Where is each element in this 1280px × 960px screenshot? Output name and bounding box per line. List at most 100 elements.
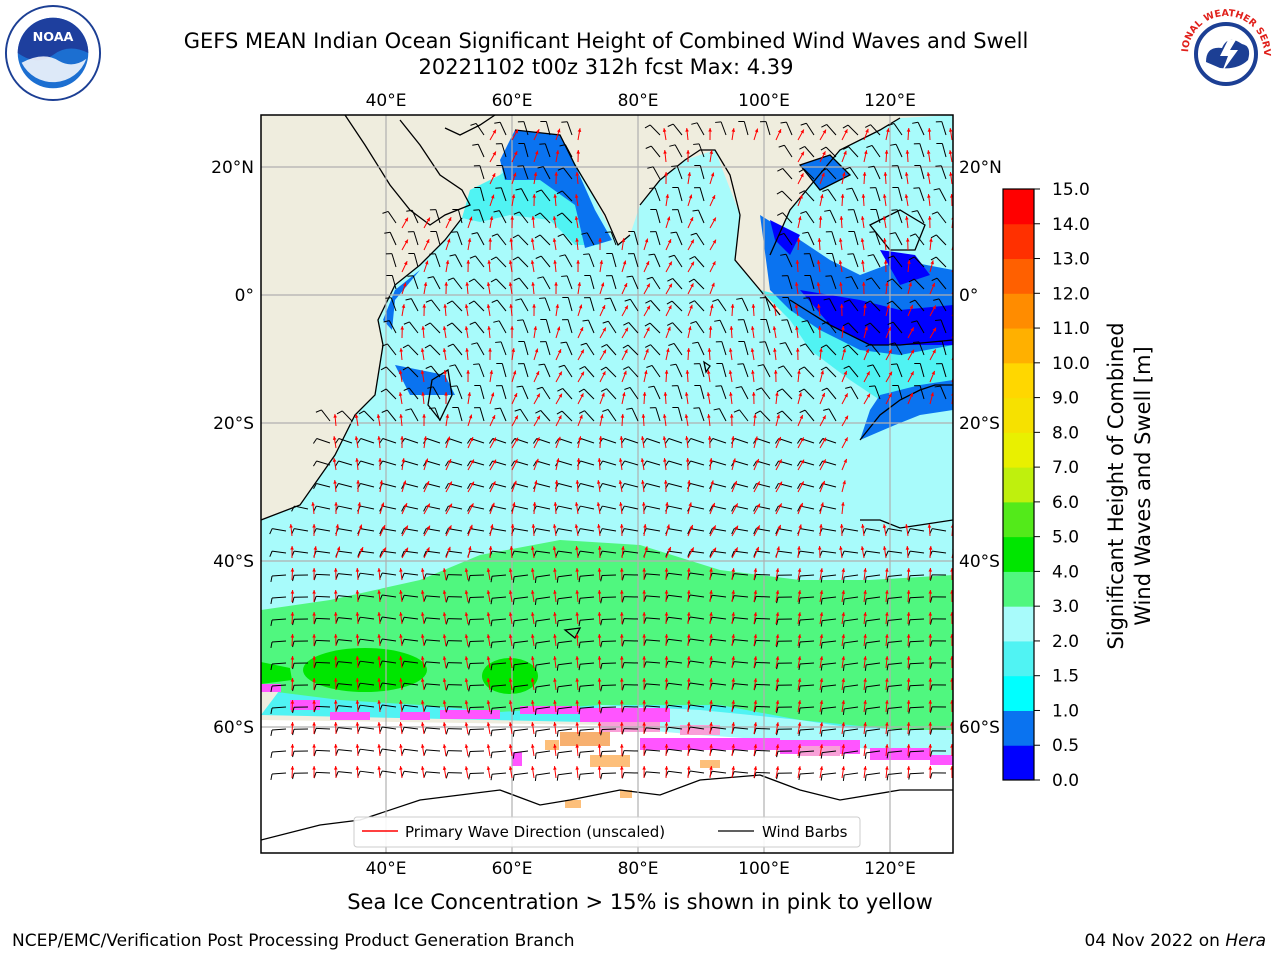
wind-barb: [600, 706, 617, 714]
wave-direction-arrow: [664, 567, 669, 581]
wave-direction-arrow: [928, 655, 933, 669]
wave-direction-arrow: [354, 414, 359, 427]
wind-barb: [776, 388, 793, 400]
wind-barb: [600, 574, 617, 582]
wave-direction-arrow: [907, 304, 914, 317]
wave-direction-arrow: [797, 744, 802, 757]
wave-direction-arrow: [532, 303, 536, 317]
wave-direction-arrow: [399, 612, 403, 625]
wind-barb: [600, 618, 617, 626]
wave-direction-arrow: [643, 524, 647, 537]
wave-direction-arrow: [464, 656, 469, 669]
lon-label-bottom: 80°E: [618, 859, 659, 879]
wind-barb: [886, 278, 903, 290]
wave-direction-arrow: [355, 699, 360, 713]
wind-barb: [930, 234, 947, 246]
wind-barb: [468, 728, 485, 736]
wind-barb: [452, 406, 463, 422]
wind-barb: [292, 662, 309, 670]
wave-direction-arrow: [620, 413, 625, 427]
wind-barb: [842, 124, 859, 136]
wind-barb: [534, 684, 551, 693]
wave-direction-arrow: [420, 678, 425, 691]
wind-barb: [313, 661, 331, 669]
wind-barb: [270, 684, 287, 693]
wind-barb: [626, 275, 639, 290]
wind-barb: [714, 319, 727, 334]
colorbar-tick-label: 15.0: [1052, 180, 1090, 200]
colorbar-segment: [1003, 536, 1034, 572]
wave-direction-arrow: [885, 349, 893, 361]
wind-barb: [820, 750, 837, 759]
wave-direction-arrow: [664, 699, 669, 713]
wave-direction-arrow: [882, 546, 887, 559]
wave-direction-arrow: [863, 348, 870, 361]
wind-barb: [380, 388, 397, 400]
wind-barb: [270, 618, 287, 627]
wind-barb: [799, 343, 815, 356]
wave-direction-arrow: [863, 590, 867, 603]
wind-barb: [424, 322, 441, 334]
wave-direction-arrow: [445, 414, 450, 427]
wave-direction-arrow: [531, 282, 535, 295]
wave-direction-arrow: [841, 129, 848, 141]
wind-barb: [601, 344, 617, 356]
wave-direction-arrow: [599, 371, 606, 383]
lat-label-right: 60°S: [959, 718, 1000, 738]
wave-direction-arrow: [797, 173, 804, 185]
wind-barb: [405, 298, 419, 312]
wind-barb: [863, 550, 881, 557]
wave-direction-arrow: [841, 502, 845, 515]
wave-direction-arrow: [421, 392, 425, 405]
wave-direction-arrow: [467, 436, 474, 449]
wind-barb: [886, 706, 903, 715]
wind-barb: [914, 363, 925, 378]
wind-barb: [933, 298, 947, 312]
wind-barb: [512, 596, 529, 605]
wave-direction-arrow: [819, 502, 824, 515]
wind-barb: [600, 772, 617, 780]
wind-barb: [867, 364, 881, 378]
colorbar-tick-label: 9.0: [1052, 389, 1079, 409]
wave-direction-arrow: [530, 238, 535, 251]
wind-barb: [562, 319, 573, 334]
wave-direction-arrow: [489, 151, 497, 163]
wave-direction-arrow: [489, 172, 496, 185]
wave-direction-arrow: [819, 722, 824, 735]
wave-direction-arrow: [511, 348, 516, 361]
wave-direction-arrow: [817, 237, 822, 251]
wave-direction-arrow: [577, 371, 585, 383]
wave-direction-arrow: [643, 260, 650, 273]
wind-barb: [556, 640, 573, 649]
colorbar-tick-label: 3.0: [1052, 597, 1079, 617]
wave-direction-arrow: [420, 568, 425, 581]
wind-barb: [886, 684, 903, 693]
wave-direction-arrow: [797, 634, 802, 647]
wave-direction-arrow: [664, 171, 668, 185]
wind-barb: [540, 120, 551, 136]
wave-direction-arrow: [508, 568, 513, 581]
wave-direction-arrow: [577, 436, 582, 449]
wind-barb: [644, 322, 661, 334]
colorbar-tick-label: 4.0: [1052, 562, 1079, 582]
wind-barb: [846, 187, 859, 202]
wave-direction-arrow: [819, 612, 824, 625]
wind-barb: [776, 662, 793, 670]
wave-direction-arrow: [533, 393, 541, 405]
wave-direction-arrow: [401, 239, 409, 251]
wave-direction-arrow: [575, 766, 580, 779]
wave-direction-arrow: [312, 567, 316, 581]
wind-barb: [313, 771, 331, 779]
wave-direction-arrow: [906, 567, 911, 581]
wave-direction-arrow: [576, 457, 581, 471]
wave-direction-arrow: [467, 216, 473, 229]
wind-barb: [692, 341, 705, 356]
wave-direction-arrow: [621, 305, 629, 317]
wave-direction-arrow: [511, 150, 518, 163]
wave-direction-arrow: [553, 678, 557, 691]
wind-barb: [382, 210, 397, 224]
wind-barb: [451, 231, 463, 246]
wave-direction-arrow: [423, 480, 430, 493]
wave-direction-arrow: [841, 326, 845, 339]
wave-direction-arrow: [797, 392, 802, 405]
